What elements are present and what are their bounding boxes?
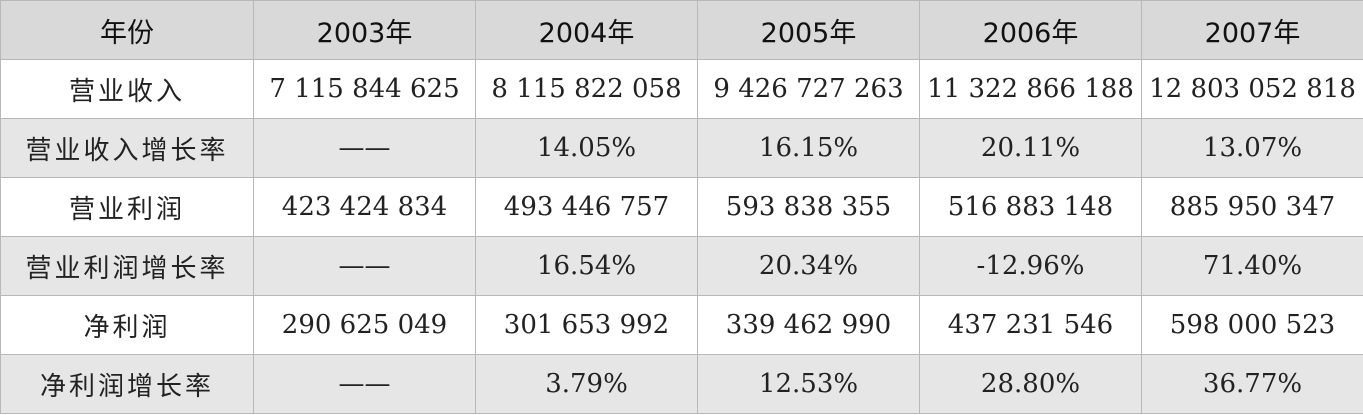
row-label: 净利润 [0,295,254,355]
header-cell: 年份 [0,0,254,60]
table-cell: 12.53% [697,354,920,414]
table-cell: 437 231 546 [919,295,1142,355]
table-row: 营业收入增长率 —— 14.05% 16.15% 20.11% 13.07% [0,118,1363,178]
header-cell: 2005年 [697,0,920,60]
table-cell: 3.79% [475,354,698,414]
table-row: 营业利润 423 424 834 493 446 757 593 838 355 516… [0,177,1363,237]
table-body: 营业收入 7 115 844 625 8 115 822 058 9 426 727 … [0,59,1363,414]
table-cell: 339 462 990 [697,295,920,355]
table-cell: 16.54% [475,236,698,296]
table-cell: 20.34% [697,236,920,296]
header-cell: 2003年 [253,0,476,60]
table-cell: —— [253,354,476,414]
table-row: 净利润 290 625 049 301 653 992 339 462 990 437 … [0,295,1363,355]
table-cell: —— [253,236,476,296]
table-cell: 11 322 866 188 [919,59,1142,119]
table-cell: 301 653 992 [475,295,698,355]
table-cell: 885 950 347 [1141,177,1363,237]
table-cell: 423 424 834 [253,177,476,237]
table-cell: 12 803 052 818 [1141,59,1363,119]
table-cell: 7 115 844 625 [253,59,476,119]
table-cell: 16.15% [697,118,920,178]
table-cell: 290 625 049 [253,295,476,355]
row-label: 营业利润 [0,177,254,237]
table-cell: —— [253,118,476,178]
table-cell: 14.05% [475,118,698,178]
header-cell: 2006年 [919,0,1142,60]
header-cell: 2004年 [475,0,698,60]
table-cell: 13.07% [1141,118,1363,178]
header-row: 年份 2003年 2004年 2005年 2006年 2007年 [0,0,1363,60]
table-cell: 9 426 727 263 [697,59,920,119]
row-label: 营业收入增长率 [0,118,254,178]
table-row: 净利润增长率 —— 3.79% 12.53% 28.80% 36.77% [0,354,1363,414]
table-cell: 516 883 148 [919,177,1142,237]
table-cell: 8 115 822 058 [475,59,698,119]
row-label: 营业收入 [0,59,254,119]
row-label: 营业利润增长率 [0,236,254,296]
header-cell: 2007年 [1141,0,1363,60]
table-cell: 36.77% [1141,354,1363,414]
table-cell: -12.96% [919,236,1142,296]
table-cell: 598 000 523 [1141,295,1363,355]
table-row: 营业利润增长率 —— 16.54% 20.34% -12.96% 71.40% [0,236,1363,296]
table-cell: 493 446 757 [475,177,698,237]
row-label: 净利润增长率 [0,354,254,414]
table-cell: 28.80% [919,354,1142,414]
table-cell: 20.11% [919,118,1142,178]
table-row: 营业收入 7 115 844 625 8 115 822 058 9 426 727 … [0,59,1363,119]
table-cell: 593 838 355 [697,177,920,237]
table-cell: 71.40% [1141,236,1363,296]
